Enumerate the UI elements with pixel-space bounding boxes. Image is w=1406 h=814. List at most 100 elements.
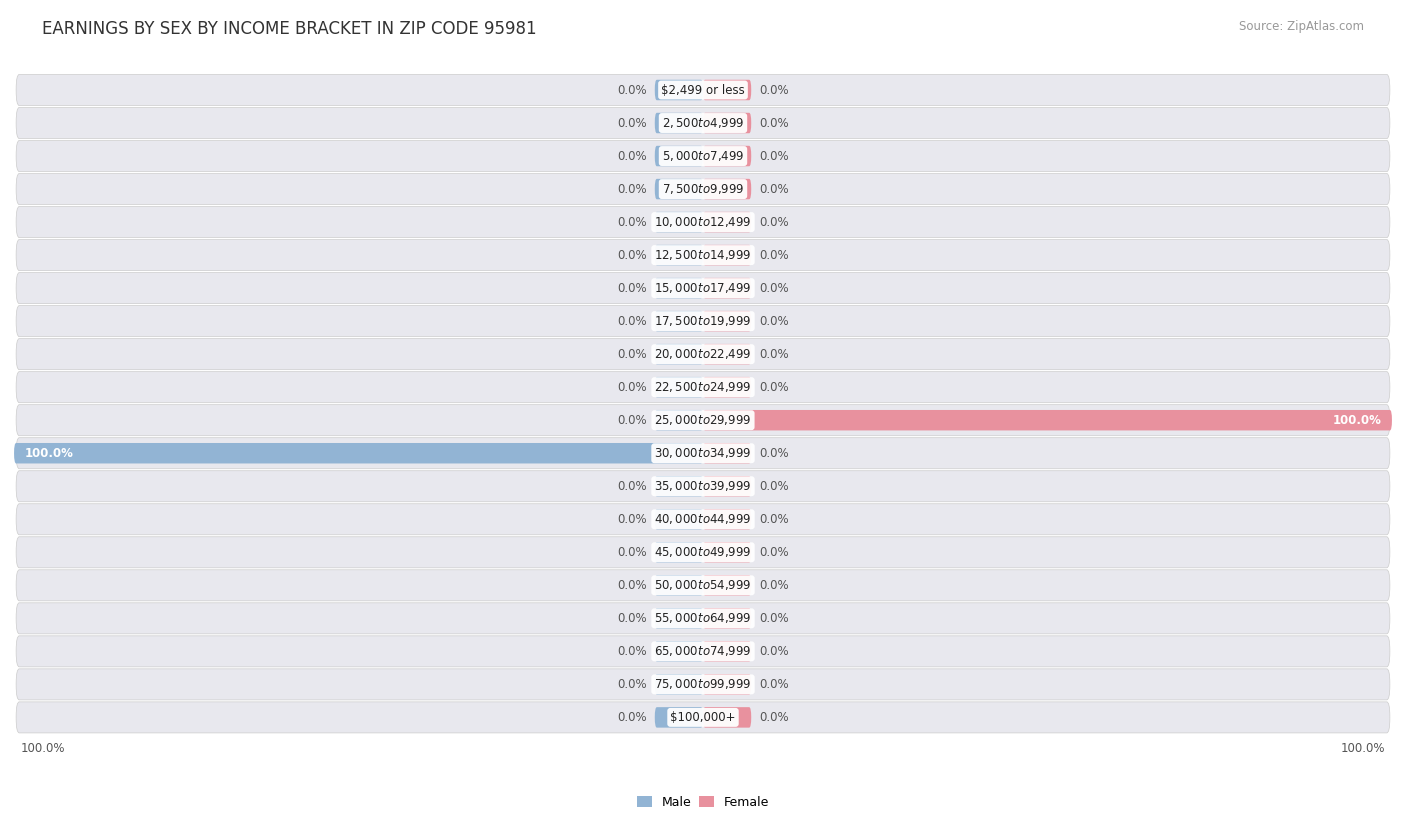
- Text: 0.0%: 0.0%: [617, 216, 647, 229]
- Text: 0.0%: 0.0%: [759, 116, 789, 129]
- Text: 0.0%: 0.0%: [617, 182, 647, 195]
- FancyBboxPatch shape: [703, 476, 751, 497]
- FancyBboxPatch shape: [703, 278, 751, 299]
- FancyBboxPatch shape: [15, 305, 1391, 337]
- Text: 0.0%: 0.0%: [759, 84, 789, 97]
- Text: 0.0%: 0.0%: [617, 315, 647, 328]
- Text: $2,499 or less: $2,499 or less: [661, 84, 745, 97]
- Text: 0.0%: 0.0%: [617, 116, 647, 129]
- Text: 100.0%: 100.0%: [1333, 414, 1382, 427]
- FancyBboxPatch shape: [655, 575, 703, 596]
- FancyBboxPatch shape: [703, 311, 751, 331]
- Text: $30,000 to $34,999: $30,000 to $34,999: [654, 446, 752, 460]
- Text: EARNINGS BY SEX BY INCOME BRACKET IN ZIP CODE 95981: EARNINGS BY SEX BY INCOME BRACKET IN ZIP…: [42, 20, 537, 38]
- FancyBboxPatch shape: [703, 542, 751, 562]
- FancyBboxPatch shape: [655, 278, 703, 299]
- FancyBboxPatch shape: [703, 443, 751, 463]
- FancyBboxPatch shape: [15, 107, 1391, 138]
- Text: $45,000 to $49,999: $45,000 to $49,999: [654, 545, 752, 559]
- Text: 0.0%: 0.0%: [617, 414, 647, 427]
- Text: 0.0%: 0.0%: [759, 447, 789, 460]
- Text: $35,000 to $39,999: $35,000 to $39,999: [654, 479, 752, 493]
- Text: 0.0%: 0.0%: [759, 579, 789, 592]
- Text: 0.0%: 0.0%: [759, 216, 789, 229]
- Text: 0.0%: 0.0%: [617, 150, 647, 163]
- Text: 0.0%: 0.0%: [617, 546, 647, 558]
- FancyBboxPatch shape: [14, 443, 703, 463]
- FancyBboxPatch shape: [655, 641, 703, 662]
- FancyBboxPatch shape: [703, 377, 751, 397]
- Text: $55,000 to $64,999: $55,000 to $64,999: [654, 611, 752, 625]
- Text: 0.0%: 0.0%: [759, 315, 789, 328]
- FancyBboxPatch shape: [703, 212, 751, 232]
- FancyBboxPatch shape: [15, 570, 1391, 601]
- FancyBboxPatch shape: [15, 536, 1391, 568]
- FancyBboxPatch shape: [655, 311, 703, 331]
- Text: $75,000 to $99,999: $75,000 to $99,999: [654, 677, 752, 691]
- Text: $5,000 to $7,499: $5,000 to $7,499: [662, 149, 744, 163]
- Text: 0.0%: 0.0%: [617, 579, 647, 592]
- Text: 0.0%: 0.0%: [617, 348, 647, 361]
- Text: 0.0%: 0.0%: [759, 150, 789, 163]
- Text: 0.0%: 0.0%: [759, 513, 789, 526]
- FancyBboxPatch shape: [703, 641, 751, 662]
- FancyBboxPatch shape: [655, 377, 703, 397]
- FancyBboxPatch shape: [655, 509, 703, 529]
- Text: $25,000 to $29,999: $25,000 to $29,999: [654, 414, 752, 427]
- Text: 0.0%: 0.0%: [617, 513, 647, 526]
- FancyBboxPatch shape: [703, 179, 751, 199]
- FancyBboxPatch shape: [655, 245, 703, 265]
- FancyBboxPatch shape: [655, 476, 703, 497]
- FancyBboxPatch shape: [655, 179, 703, 199]
- Text: 0.0%: 0.0%: [617, 381, 647, 394]
- Text: $22,500 to $24,999: $22,500 to $24,999: [654, 380, 752, 394]
- FancyBboxPatch shape: [655, 707, 703, 728]
- FancyBboxPatch shape: [15, 207, 1391, 238]
- Text: $7,500 to $9,999: $7,500 to $9,999: [662, 182, 744, 196]
- FancyBboxPatch shape: [655, 113, 703, 133]
- FancyBboxPatch shape: [703, 245, 751, 265]
- Text: $17,500 to $19,999: $17,500 to $19,999: [654, 314, 752, 328]
- FancyBboxPatch shape: [703, 608, 751, 628]
- FancyBboxPatch shape: [703, 410, 1392, 431]
- FancyBboxPatch shape: [15, 141, 1391, 172]
- FancyBboxPatch shape: [703, 146, 751, 166]
- Text: 100.0%: 100.0%: [1340, 742, 1385, 755]
- FancyBboxPatch shape: [703, 113, 751, 133]
- FancyBboxPatch shape: [655, 542, 703, 562]
- Text: 0.0%: 0.0%: [759, 282, 789, 295]
- FancyBboxPatch shape: [15, 438, 1391, 469]
- FancyBboxPatch shape: [15, 372, 1391, 403]
- FancyBboxPatch shape: [655, 212, 703, 232]
- FancyBboxPatch shape: [655, 80, 703, 100]
- FancyBboxPatch shape: [655, 146, 703, 166]
- Text: $2,500 to $4,999: $2,500 to $4,999: [662, 116, 744, 130]
- Text: 100.0%: 100.0%: [21, 742, 66, 755]
- FancyBboxPatch shape: [15, 273, 1391, 304]
- FancyBboxPatch shape: [15, 405, 1391, 435]
- Text: 0.0%: 0.0%: [617, 645, 647, 658]
- Text: 0.0%: 0.0%: [617, 479, 647, 492]
- FancyBboxPatch shape: [15, 239, 1391, 270]
- FancyBboxPatch shape: [15, 702, 1391, 733]
- FancyBboxPatch shape: [703, 674, 751, 694]
- FancyBboxPatch shape: [703, 344, 751, 365]
- FancyBboxPatch shape: [703, 575, 751, 596]
- Text: 0.0%: 0.0%: [617, 612, 647, 625]
- FancyBboxPatch shape: [655, 344, 703, 365]
- FancyBboxPatch shape: [15, 339, 1391, 370]
- FancyBboxPatch shape: [15, 603, 1391, 634]
- Text: 0.0%: 0.0%: [759, 381, 789, 394]
- FancyBboxPatch shape: [15, 173, 1391, 204]
- FancyBboxPatch shape: [703, 80, 751, 100]
- Legend: Male, Female: Male, Female: [631, 790, 775, 814]
- FancyBboxPatch shape: [15, 636, 1391, 667]
- Text: $12,500 to $14,999: $12,500 to $14,999: [654, 248, 752, 262]
- Text: 0.0%: 0.0%: [617, 711, 647, 724]
- Text: 0.0%: 0.0%: [759, 711, 789, 724]
- Text: 0.0%: 0.0%: [617, 678, 647, 691]
- Text: 0.0%: 0.0%: [759, 182, 789, 195]
- FancyBboxPatch shape: [703, 707, 751, 728]
- FancyBboxPatch shape: [655, 410, 703, 431]
- FancyBboxPatch shape: [655, 674, 703, 694]
